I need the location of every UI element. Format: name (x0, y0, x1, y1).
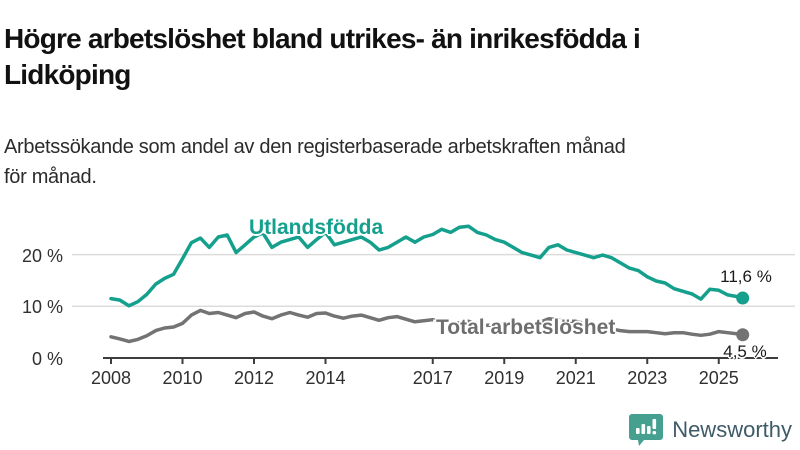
series-label-total-arbetsloshet: Total arbetslöshet (436, 316, 616, 339)
y-axis-label: 10 % (21, 297, 63, 318)
x-axis-label: 2019 (484, 368, 525, 388)
x-axis-label: 2012 (233, 368, 275, 388)
total-arbetsloshet-end-dot (736, 328, 750, 342)
x-axis-label: 2017 (412, 368, 453, 388)
newsworthy-logo: Newsworthy (628, 413, 792, 446)
value-label-total-arbetsloshet: 4,5 % (723, 342, 767, 361)
series-label-utlandsfodda: Utlandsfödda (249, 216, 384, 239)
total-arbetsloshet-line (109, 308, 745, 344)
newsworthy-logo-text: Newsworthy (672, 416, 792, 442)
chart-subtitle: Arbetssökande som andel av den registerb… (4, 136, 626, 188)
x-axis-label: 2010 (162, 368, 203, 388)
x-axis-label: 2023 (627, 368, 668, 388)
utlandsfodda-end-dot (736, 291, 750, 305)
chart-canvas (72, 224, 795, 364)
y-axis-label: 0 % (31, 349, 63, 369)
newsworthy-logo-icon (629, 414, 664, 446)
value-label-utlandsfodda: 11,6 % (720, 267, 772, 286)
x-axis-label: 2021 (555, 368, 596, 388)
utlandsfodda-line (109, 224, 745, 308)
y-axis-label: 20 % (21, 245, 63, 266)
x-axis-label: 2014 (305, 368, 346, 388)
x-axis-label: 2025 (698, 368, 739, 388)
x-axis-label: 2008 (90, 368, 132, 388)
page-title: Högre arbetslöshet bland utrikes- än inr… (4, 22, 641, 90)
